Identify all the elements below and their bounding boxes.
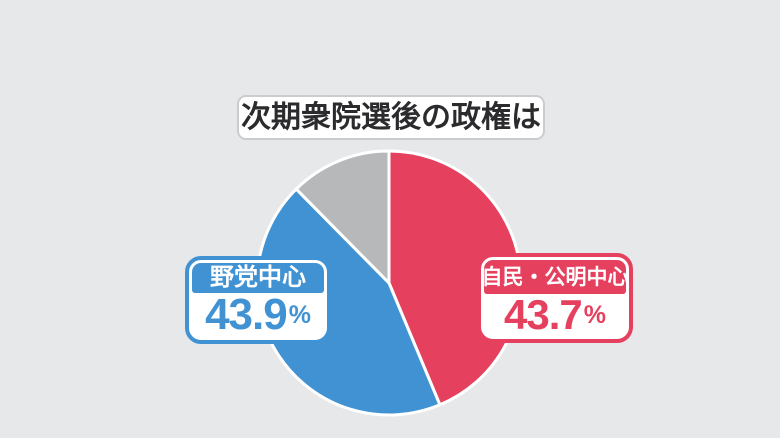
label-ruling-value: 43.7 % (484, 294, 626, 336)
label-ruling: 自民・公明中心 43.7 % (477, 253, 633, 343)
ruling-percent-sign: % (583, 300, 606, 329)
opposition-percent-number: 43.9 (205, 290, 288, 339)
label-opposition: 野党中心 43.9 % (185, 256, 331, 344)
chart-title: 次期衆院選後の政権は (241, 100, 541, 134)
opposition-percent-sign: % (288, 300, 311, 329)
chart-title-box: 次期衆院選後の政権は (237, 95, 545, 140)
pie-slice-野党中心 (255, 187, 442, 417)
label-ruling-name: 自民・公明中心 (482, 260, 629, 294)
pie-chart (255, 149, 523, 417)
pie-slice-unlabeled (294, 149, 391, 285)
label-opposition-name: 野党中心 (192, 263, 324, 293)
label-opposition-value: 43.9 % (192, 293, 324, 337)
ruling-percent-number: 43.7 (504, 291, 583, 338)
